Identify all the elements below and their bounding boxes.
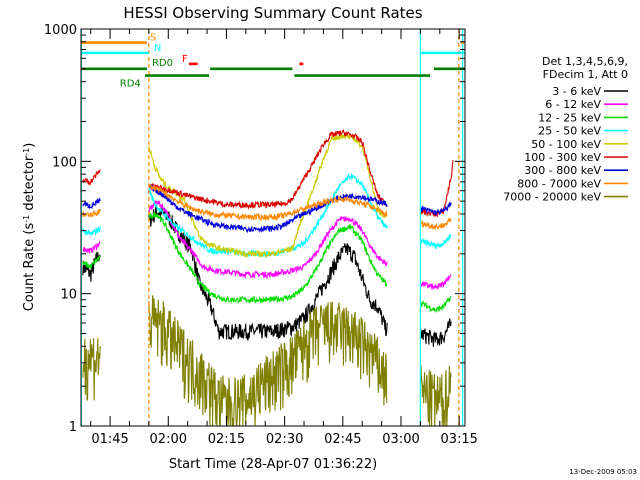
series-1 bbox=[82, 200, 452, 290]
chart-title: HESSI Observing Summary Count Rates bbox=[123, 4, 422, 22]
legend-label-1: 6 - 12 keV bbox=[545, 98, 601, 111]
series-line-5-part-0 bbox=[82, 169, 101, 186]
series-line-1-part-0 bbox=[82, 241, 101, 254]
legend-label-0: 3 - 6 keV bbox=[552, 85, 601, 98]
flag-label-rd0: RD0 bbox=[152, 58, 173, 69]
series-line-0-part-2 bbox=[419, 318, 452, 347]
legend-label-7: 800 - 7000 keV bbox=[517, 177, 601, 190]
legend: Det 1,3,4,5,6,9, FDecim 1, Att 0 3 - 6 k… bbox=[503, 55, 628, 204]
series-line-1-part-1 bbox=[148, 200, 388, 279]
x-tick-label-0: 01:45 bbox=[91, 432, 128, 447]
series-line-8-part-0 bbox=[82, 338, 101, 401]
y-axis-label-sup2: -1 bbox=[22, 148, 31, 156]
legend-label-2: 12 - 25 keV bbox=[538, 111, 601, 124]
legend-label-4: 50 - 100 keV bbox=[531, 138, 601, 151]
series-line-2-part-1 bbox=[148, 212, 388, 304]
legend-label-5: 100 - 300 keV bbox=[524, 151, 601, 164]
series-line-3-part-0 bbox=[82, 225, 101, 236]
x-tick-label-6: 03:15 bbox=[440, 432, 477, 447]
series-line-0-part-1 bbox=[148, 205, 388, 341]
series-line-5-part-1 bbox=[148, 129, 388, 210]
y-axis-label-mid: detector bbox=[22, 155, 37, 215]
x-tick-label-4: 02:45 bbox=[324, 432, 361, 447]
y-axis-label: Count Rate (s-1 detector-1) bbox=[22, 143, 38, 312]
series-8 bbox=[82, 295, 452, 426]
series-line-7-part-2 bbox=[419, 217, 452, 230]
series-line-3-part-2 bbox=[419, 233, 452, 250]
y-axis-label-end: ) bbox=[22, 143, 37, 148]
legend-header-line-2: FDecim 1, Att 0 bbox=[543, 68, 628, 81]
series-line-6-part-0 bbox=[82, 197, 101, 210]
x-tick-label-2: 02:15 bbox=[208, 432, 245, 447]
series-5 bbox=[82, 129, 454, 218]
plot-frame bbox=[80, 28, 466, 427]
series-6 bbox=[82, 183, 452, 234]
series-line-7-part-1 bbox=[148, 184, 388, 222]
legend-label-8: 7000 - 20000 keV bbox=[503, 191, 601, 204]
legend-header-line-1: Det 1,3,4,5,6,9, bbox=[542, 55, 628, 68]
timestamp: 13-Dec-2009 05:03 bbox=[569, 468, 637, 476]
flag-label-n: N bbox=[154, 43, 161, 54]
flag-label-s: S bbox=[150, 33, 156, 44]
series-line-8-part-2 bbox=[419, 365, 452, 426]
x-axis-label: Start Time (28-Apr-07 01:36:22) bbox=[169, 457, 377, 472]
series-2 bbox=[82, 212, 452, 314]
flag-label-f: F bbox=[182, 54, 188, 65]
x-tick-label-5: 03:00 bbox=[382, 432, 419, 447]
y-axis-label-main: Count Rate (s bbox=[22, 223, 37, 312]
y-tick-label-3: 1000 bbox=[44, 23, 77, 38]
legend-label-6: 300 - 800 keV bbox=[524, 164, 601, 177]
y-tick-label-2: 100 bbox=[52, 155, 77, 170]
x-tick-label-3: 02:30 bbox=[266, 432, 303, 447]
y-tick-label-0: 1 bbox=[69, 420, 77, 435]
series-line-8-part-1 bbox=[148, 295, 388, 426]
series-line-2-part-2 bbox=[419, 295, 452, 314]
legend-label-3: 25 - 50 keV bbox=[538, 125, 601, 138]
y-axis-label-sup1: -1 bbox=[22, 215, 31, 223]
series-line-3-part-1 bbox=[148, 173, 388, 259]
y-tick-label-1: 10 bbox=[60, 288, 77, 303]
series-line-6-part-2 bbox=[420, 201, 452, 216]
x-tick-label-1: 02:00 bbox=[150, 432, 187, 447]
series-line-2-part-0 bbox=[82, 255, 101, 270]
series-3 bbox=[82, 173, 452, 259]
flag-label-rd4: RD4 bbox=[120, 79, 141, 90]
series-line-7-part-0 bbox=[82, 208, 101, 218]
series-line-1-part-2 bbox=[420, 274, 452, 290]
